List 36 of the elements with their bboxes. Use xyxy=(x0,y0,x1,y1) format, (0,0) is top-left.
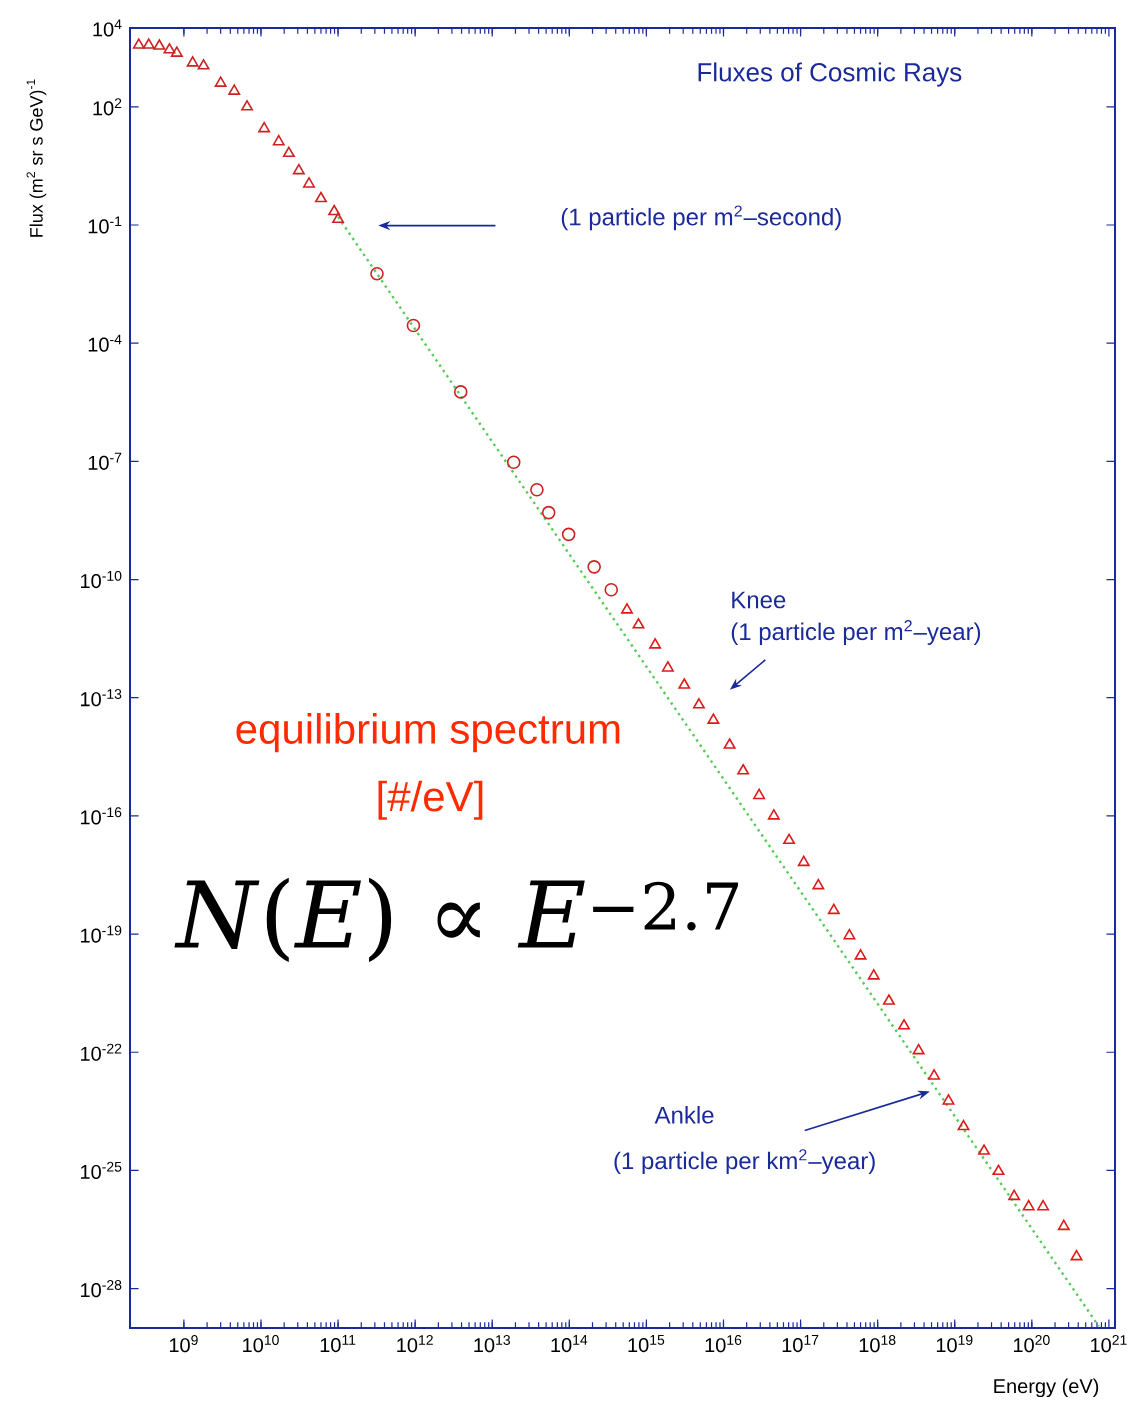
annotation: N(E) ∝ E$^{−2.7}$ xyxy=(174,877,739,962)
x-tick-label: 10$^{14}$ xyxy=(551,1335,588,1353)
y-tick-label: 10$^{-13}$ xyxy=(81,689,122,707)
y-tick-label: 10$^{-19}$ xyxy=(81,925,122,943)
x-tick-label: 10$^{17}$ xyxy=(782,1335,819,1353)
x-tick-label: 10$^{15}$ xyxy=(628,1335,665,1353)
y-tick-label: 10$^{-7}$ xyxy=(88,452,122,470)
y-tick-label: 10$^{4}$ xyxy=(93,19,122,37)
x-tick-label: 10$^{20}$ xyxy=(1013,1335,1050,1353)
annotation: (1 particle per km$^{2}$–year) xyxy=(614,1149,875,1175)
x-tick-label: 10$^{9}$ xyxy=(169,1335,198,1353)
x-tick-label: 10$^{19}$ xyxy=(936,1335,973,1353)
y-axis-title: Flux (m$^{2}$ sr s GeV)$^{-1}$ xyxy=(26,79,47,237)
text: Fluxes of Cosmic Rays xyxy=(698,62,962,87)
y-tick-label: 10$^{-22}$ xyxy=(81,1043,122,1061)
x-tick-label: 10$^{18}$ xyxy=(859,1335,896,1353)
annotation: Knee xyxy=(732,591,786,609)
y-tick-label: 10$^{-16}$ xyxy=(81,807,122,825)
y-tick-label: 10$^{2}$ xyxy=(93,98,122,116)
y-tick-label: 10$^{-10}$ xyxy=(81,570,122,589)
annotation: Ankle xyxy=(654,1106,714,1124)
annotation: (1 particle per m$^{2}$–second) xyxy=(561,205,841,231)
x-tick-label: 10$^{11}$ xyxy=(320,1335,356,1353)
x-tick-label: 10$^{12}$ xyxy=(397,1335,433,1353)
x-tick-label: 10$^{16}$ xyxy=(705,1335,742,1353)
annotation: [#/eV] xyxy=(378,780,483,820)
x-tick-label: 10$^{13}$ xyxy=(474,1335,510,1353)
annotation: equilibrium spectrum xyxy=(236,713,620,753)
y-tick-label: 10$^{-1}$ xyxy=(88,216,122,234)
x-tick-label: 10$^{10}$ xyxy=(243,1335,279,1353)
y-tick-label: 10$^{-4}$ xyxy=(88,334,122,352)
y-tick-label: 10$^{-28}$ xyxy=(81,1280,122,1298)
annotation: (1 particle per m$^{2}$–year) xyxy=(731,620,981,645)
x-axis-title: Energy (eV) xyxy=(994,1378,1099,1398)
x-tick-label: 10$^{21}$ xyxy=(1091,1335,1127,1353)
y-tick-label: 10$^{-25}$ xyxy=(81,1161,122,1180)
